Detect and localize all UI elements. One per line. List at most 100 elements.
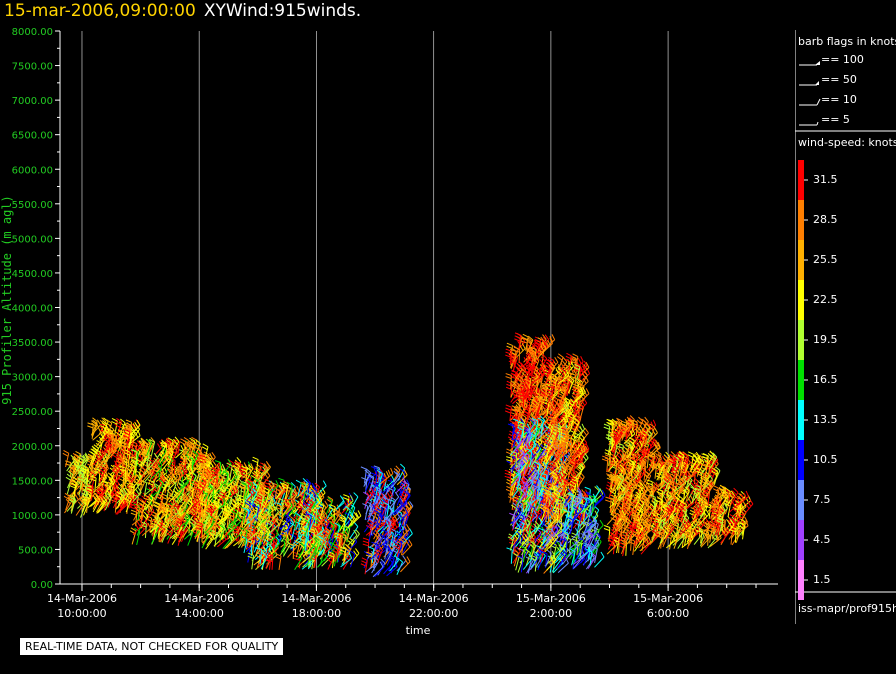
barb-flag [185,444,192,449]
barb-flag [93,467,100,471]
barb-shaft [64,500,73,514]
barb-shaft [125,498,132,513]
barb-flag [111,418,118,422]
barb-flag [95,495,101,501]
barb-flag [74,494,79,500]
barb-shaft [118,451,127,464]
barb-shaft [96,458,108,469]
wind-barb [92,495,101,513]
barb-shaft [78,457,89,469]
wind-barb [104,493,112,511]
barb-flag [118,495,123,502]
barb-flag [95,490,101,495]
barb-flag [100,423,107,427]
barb-flag [124,428,131,433]
wind-barb [95,495,104,513]
barb-flag [120,444,126,449]
barb-shaft [99,448,109,461]
barb-flag [104,453,108,459]
barb-flag [353,521,359,527]
barb-flag [80,478,87,483]
barb-flag [90,451,97,456]
barb-flag [100,465,106,471]
chart-title: 15-mar-2006,09:00:00 XYWind:915winds. [4,1,361,21]
barb-flag [87,422,94,426]
barb-shaft [106,448,111,463]
barb-flag [120,441,127,446]
barb-shaft [98,486,104,501]
barb-shaft [96,501,106,514]
barb-shaft [194,443,201,457]
barb-flag [93,492,99,497]
wind-barb [100,460,108,477]
barb-flag [125,424,131,430]
barb-flag [95,453,100,460]
barb-flag [163,502,169,507]
barb-flag [102,483,108,489]
barb-flag [99,449,104,456]
barb-flag [76,476,83,480]
barb-flag [108,476,113,482]
barb-shaft [110,468,117,482]
barb-flag [103,417,109,423]
barb-flag [123,487,127,494]
barb-flag [98,495,104,501]
barb-flag [82,467,89,472]
title-timestamp: 15-mar-2006,09:00:00 [4,1,196,21]
barb-flag [112,488,118,494]
barb-flag [168,494,175,498]
barb-shaft [111,443,120,457]
barb-shaft [149,518,153,533]
barb-flag [106,419,112,424]
barb-shaft [124,468,127,483]
barb-flag [121,471,128,476]
barb-flag [130,512,137,516]
wind-barb [119,465,127,483]
barb-flag [116,491,123,496]
barb-shaft [86,470,89,485]
barb-shaft [66,459,76,472]
barb-flag [116,458,123,461]
barb-flag [114,478,120,484]
wind-barb [130,419,141,436]
barb-shaft [104,497,112,511]
barb-flag [68,499,75,504]
barb-flag [179,441,186,445]
barb-shaft [114,421,118,435]
barb-flag [114,423,121,428]
barb-flag [73,463,79,469]
barb-flag [130,527,137,532]
barb-shaft [83,502,90,516]
barb-shaft [132,485,135,500]
barb-flag [116,439,122,444]
barb-shaft [128,435,141,445]
barb-flag [125,422,132,426]
barb-flag [137,429,141,436]
barb-flag [91,420,97,425]
barb-shaft [91,423,98,438]
barb-shaft [69,470,77,484]
barb-shaft [247,548,251,563]
barb-flag [107,436,114,440]
barb-shaft [98,500,108,513]
barb-shaft [133,468,138,483]
wind-barb [69,466,77,484]
barb-flag [102,480,109,485]
barb-flag [109,478,114,485]
wind-barb [66,454,76,472]
barb-shaft [95,499,104,513]
barb-flag [110,433,117,438]
barb-flag [103,469,108,476]
barb-flag [118,421,125,426]
barb-flag [116,460,123,464]
barb-flag [101,420,108,425]
wind-barb [114,417,122,436]
barb-flag [314,482,320,488]
barb-flag [123,434,130,439]
barb-flag [101,417,107,423]
barb-flag [195,439,201,444]
barb-flag [119,468,126,472]
barb-shaft [135,451,138,466]
barb-shaft [73,480,79,494]
barb-flag [221,463,226,470]
